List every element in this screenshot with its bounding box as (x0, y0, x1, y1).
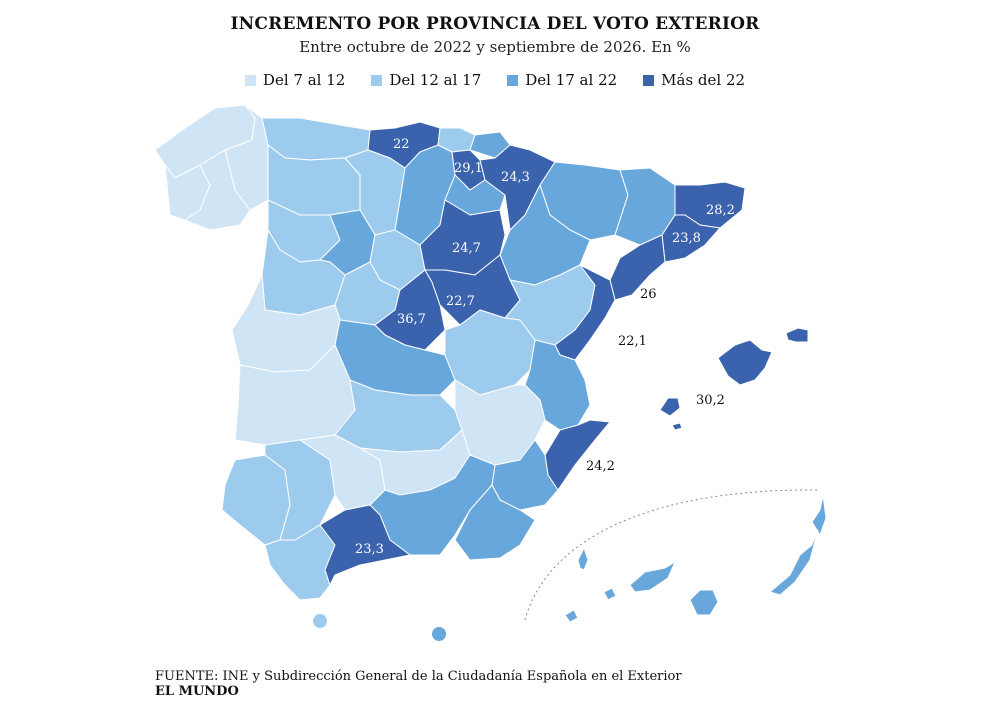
legend-item-17-22: Del 17 al 22 (507, 71, 617, 89)
legend-item-7-12: Del 7 al 12 (244, 71, 346, 89)
label-malaga: 23,3 (355, 542, 384, 557)
label-alava: 29,1 (454, 161, 483, 176)
island-lanzarote (811, 494, 827, 536)
melilla (432, 627, 446, 641)
province-alicante (544, 419, 611, 491)
legend-label: Del 12 al 17 (389, 71, 482, 89)
label-alicante: 24,2 (586, 459, 615, 474)
island-ibiza (659, 397, 681, 417)
legend-item-12-17: Del 12 al 17 (371, 71, 481, 89)
legend-label: Más del 22 (661, 71, 746, 89)
label-baleares: 30,2 (696, 393, 725, 408)
island-tenerife (629, 561, 676, 593)
legend-swatch (244, 74, 256, 86)
island-formentera (671, 422, 683, 431)
legend: Del 7 al 12 Del 12 al 17 Del 17 al 22 Má… (0, 71, 990, 89)
label-castellon: 22,1 (618, 334, 647, 349)
map-subtitle: Entre octubre de 2022 y septiembre de 20… (299, 38, 691, 56)
legend-swatch (643, 74, 655, 86)
island-el-hierro (564, 609, 579, 623)
label-barcelona: 23,8 (672, 231, 701, 246)
map-title: INCREMENTO POR PROVINCIA DEL VOTO EXTERI… (230, 14, 760, 34)
legend-swatch (507, 74, 519, 86)
province-tarragona (609, 234, 666, 301)
province-malaga (319, 504, 411, 586)
island-fuerteventura (769, 529, 819, 596)
source-note: FUENTE: INE y Subdirección General de la… (155, 669, 682, 684)
canarias-divider (524, 489, 821, 621)
label-navarra: 24,3 (501, 170, 530, 185)
label-guadalajara: 22,7 (446, 294, 475, 309)
island-la-gomera (603, 587, 617, 601)
province-ourense (184, 149, 251, 231)
island-mallorca (717, 339, 773, 386)
label-tarragona: 26 (640, 287, 657, 302)
province-almeria (454, 484, 536, 561)
legend-label: Del 17 al 22 (525, 71, 618, 89)
label-madrid: 36,7 (397, 312, 426, 327)
legend-swatch (371, 74, 383, 86)
island-gran-canaria (689, 589, 719, 616)
province-huelva (221, 454, 291, 546)
ceuta (313, 614, 327, 628)
label-soria: 24,7 (452, 241, 481, 256)
label-girona: 28,2 (706, 203, 735, 218)
island-la-palma (577, 547, 589, 571)
legend-item-mas-22: Más del 22 (643, 71, 745, 89)
label-cantabria: 22 (393, 137, 410, 152)
legend-label: Del 7 al 12 (262, 71, 346, 89)
brand-name: EL MUNDO (155, 684, 239, 699)
island-menorca (785, 327, 809, 343)
